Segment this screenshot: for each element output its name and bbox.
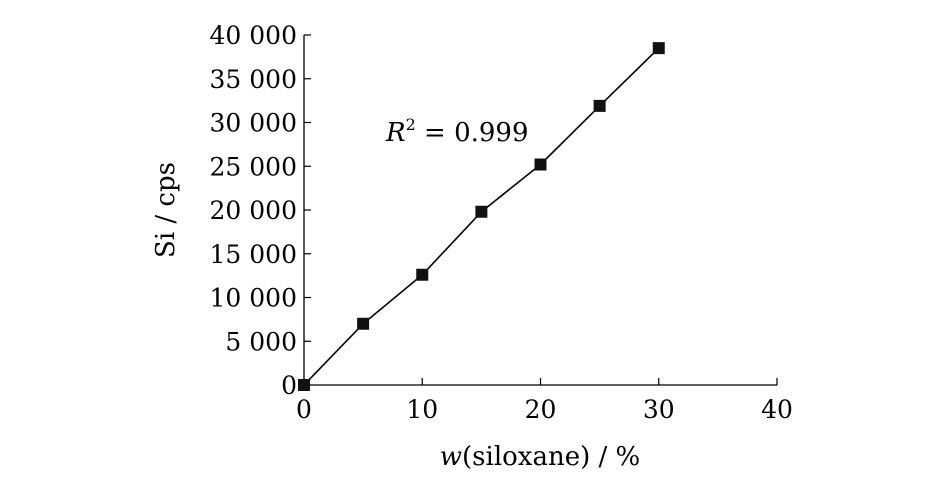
x-tick-label: 0 xyxy=(296,395,312,424)
series xyxy=(298,42,665,391)
x-tick-label: 20 xyxy=(525,395,557,424)
y-tick-label: 10 000 xyxy=(210,284,297,313)
data-point xyxy=(652,42,665,55)
data-point xyxy=(593,99,606,112)
x-ticks: 0 10 20 30 40 xyxy=(296,378,793,424)
x-tick-label: 10 xyxy=(406,395,438,424)
x-tick-label: 30 xyxy=(643,395,675,424)
data-point xyxy=(298,379,310,391)
data-point xyxy=(416,268,429,281)
r-value: = 0.999 xyxy=(416,118,529,148)
r-squared-annotation: R2 = 0.999 xyxy=(385,115,529,148)
axes xyxy=(303,35,777,386)
y-tick-label: 30 000 xyxy=(210,109,297,138)
x-tick-label: 40 xyxy=(761,395,793,424)
r-symbol: R xyxy=(385,118,406,148)
r-superscript: 2 xyxy=(406,115,416,134)
data-point xyxy=(534,158,547,171)
y-tick-label: 40 000 xyxy=(210,21,297,50)
y-axis-title: Si / cps xyxy=(151,162,181,258)
y-tick-label: 5 000 xyxy=(225,327,297,356)
y-tick-label: 15 000 xyxy=(210,240,297,269)
y-tick-label: 20 000 xyxy=(210,196,297,225)
y-tick-label: 35 000 xyxy=(210,65,297,94)
y-tick-label: 25 000 xyxy=(210,152,297,181)
x-axis-title: w(siloxane) / % xyxy=(440,442,640,472)
data-point xyxy=(357,317,370,330)
y-ticks: 0 5 000 10 000 15 000 20 000 25 000 30 000 35 0… xyxy=(210,21,311,400)
data-point xyxy=(475,205,488,218)
x-axis-title-rest: (siloxane) / % xyxy=(462,442,640,472)
x-axis-title-variable: w xyxy=(440,442,462,472)
y-tick-label: 0 xyxy=(281,371,297,400)
